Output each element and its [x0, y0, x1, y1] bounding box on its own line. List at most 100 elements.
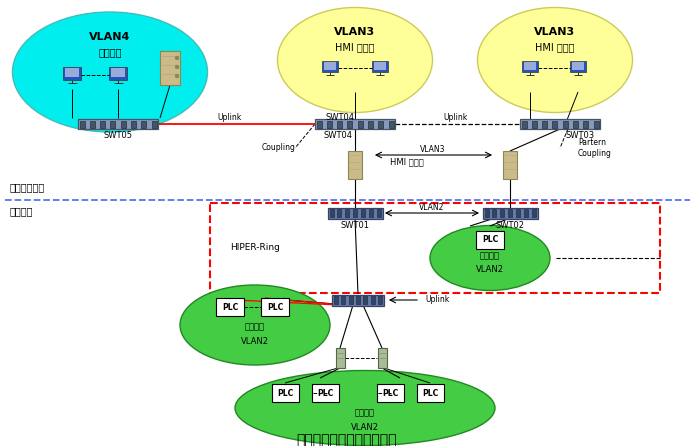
Text: 原料厂主控室: 原料厂主控室	[10, 182, 45, 192]
FancyBboxPatch shape	[111, 68, 124, 77]
Text: SWT04: SWT04	[325, 113, 354, 123]
FancyBboxPatch shape	[532, 209, 536, 217]
FancyBboxPatch shape	[327, 207, 382, 219]
Ellipse shape	[430, 226, 550, 290]
FancyBboxPatch shape	[361, 209, 365, 217]
FancyBboxPatch shape	[216, 298, 244, 316]
Text: Uplink: Uplink	[443, 112, 467, 121]
FancyBboxPatch shape	[337, 209, 341, 217]
FancyBboxPatch shape	[389, 120, 393, 128]
FancyBboxPatch shape	[334, 296, 338, 304]
Text: SWT03: SWT03	[565, 132, 594, 140]
FancyBboxPatch shape	[522, 61, 538, 72]
FancyBboxPatch shape	[583, 120, 588, 128]
FancyBboxPatch shape	[327, 120, 332, 128]
FancyBboxPatch shape	[78, 119, 158, 129]
FancyBboxPatch shape	[570, 61, 586, 72]
FancyBboxPatch shape	[377, 209, 380, 217]
Text: 一级系统: 一级系统	[245, 322, 265, 331]
FancyBboxPatch shape	[348, 151, 362, 179]
Text: VLAN3: VLAN3	[420, 145, 445, 154]
Text: HMI 操作站: HMI 操作站	[335, 42, 375, 52]
FancyBboxPatch shape	[377, 348, 386, 368]
FancyBboxPatch shape	[476, 231, 504, 249]
Text: VLAN2: VLAN2	[351, 424, 379, 433]
Text: PLC: PLC	[422, 388, 438, 397]
Text: VLAN2: VLAN2	[476, 265, 504, 274]
Text: SWT04: SWT04	[324, 132, 353, 140]
FancyBboxPatch shape	[349, 296, 352, 304]
FancyBboxPatch shape	[377, 384, 404, 402]
Text: PLC: PLC	[482, 235, 498, 244]
Text: 控制现场: 控制现场	[10, 206, 33, 216]
FancyBboxPatch shape	[131, 120, 136, 128]
FancyBboxPatch shape	[100, 120, 105, 128]
FancyBboxPatch shape	[563, 120, 568, 128]
FancyBboxPatch shape	[337, 120, 342, 128]
FancyBboxPatch shape	[594, 120, 598, 128]
FancyBboxPatch shape	[482, 207, 537, 219]
FancyBboxPatch shape	[553, 120, 557, 128]
FancyBboxPatch shape	[524, 62, 536, 70]
FancyBboxPatch shape	[63, 67, 81, 79]
Text: SWT05: SWT05	[104, 132, 133, 140]
FancyBboxPatch shape	[90, 120, 95, 128]
FancyBboxPatch shape	[324, 62, 336, 70]
FancyBboxPatch shape	[356, 296, 360, 304]
FancyBboxPatch shape	[363, 296, 368, 304]
FancyBboxPatch shape	[315, 119, 395, 129]
Text: PLC: PLC	[277, 388, 293, 397]
FancyBboxPatch shape	[358, 120, 363, 128]
FancyBboxPatch shape	[378, 120, 383, 128]
FancyBboxPatch shape	[484, 209, 489, 217]
Text: SWT01: SWT01	[341, 220, 370, 230]
FancyBboxPatch shape	[65, 68, 79, 77]
Text: 二级系统: 二级系统	[98, 47, 122, 57]
Text: HIPER-Ring: HIPER-Ring	[230, 244, 280, 252]
FancyBboxPatch shape	[311, 384, 338, 402]
FancyBboxPatch shape	[111, 120, 115, 128]
FancyBboxPatch shape	[542, 120, 547, 128]
FancyBboxPatch shape	[573, 120, 578, 128]
FancyBboxPatch shape	[341, 296, 345, 304]
FancyBboxPatch shape	[368, 120, 373, 128]
Ellipse shape	[13, 12, 208, 132]
Text: VLAN2: VLAN2	[419, 202, 445, 211]
FancyBboxPatch shape	[370, 296, 375, 304]
FancyBboxPatch shape	[109, 67, 127, 79]
Text: Uplink: Uplink	[425, 296, 449, 305]
Text: VLAN4: VLAN4	[90, 32, 131, 42]
FancyBboxPatch shape	[322, 61, 338, 72]
Ellipse shape	[180, 285, 330, 365]
FancyBboxPatch shape	[348, 120, 352, 128]
FancyBboxPatch shape	[160, 51, 180, 85]
Text: VLAN3: VLAN3	[334, 27, 375, 37]
FancyBboxPatch shape	[368, 209, 373, 217]
FancyBboxPatch shape	[141, 120, 146, 128]
Circle shape	[176, 66, 179, 69]
FancyBboxPatch shape	[152, 120, 156, 128]
FancyBboxPatch shape	[520, 119, 600, 129]
FancyBboxPatch shape	[316, 120, 322, 128]
Ellipse shape	[277, 8, 432, 112]
FancyBboxPatch shape	[516, 209, 520, 217]
FancyBboxPatch shape	[532, 120, 537, 128]
FancyBboxPatch shape	[374, 62, 386, 70]
Circle shape	[176, 74, 179, 78]
FancyBboxPatch shape	[353, 209, 357, 217]
Text: PLC: PLC	[382, 388, 398, 397]
FancyBboxPatch shape	[79, 120, 85, 128]
Text: HMI 服务器: HMI 服务器	[390, 157, 424, 166]
Text: 首钢京唐原料厂网络结构图: 首钢京唐原料厂网络结构图	[297, 433, 398, 446]
Text: Uplink: Uplink	[218, 113, 242, 123]
FancyBboxPatch shape	[521, 120, 527, 128]
FancyBboxPatch shape	[345, 209, 349, 217]
FancyBboxPatch shape	[572, 62, 584, 70]
FancyBboxPatch shape	[416, 384, 443, 402]
FancyBboxPatch shape	[329, 209, 334, 217]
Text: SWT02: SWT02	[496, 220, 525, 230]
Circle shape	[176, 57, 179, 59]
FancyBboxPatch shape	[508, 209, 512, 217]
Text: VLAN2: VLAN2	[241, 336, 269, 346]
Text: VLAN3: VLAN3	[534, 27, 575, 37]
